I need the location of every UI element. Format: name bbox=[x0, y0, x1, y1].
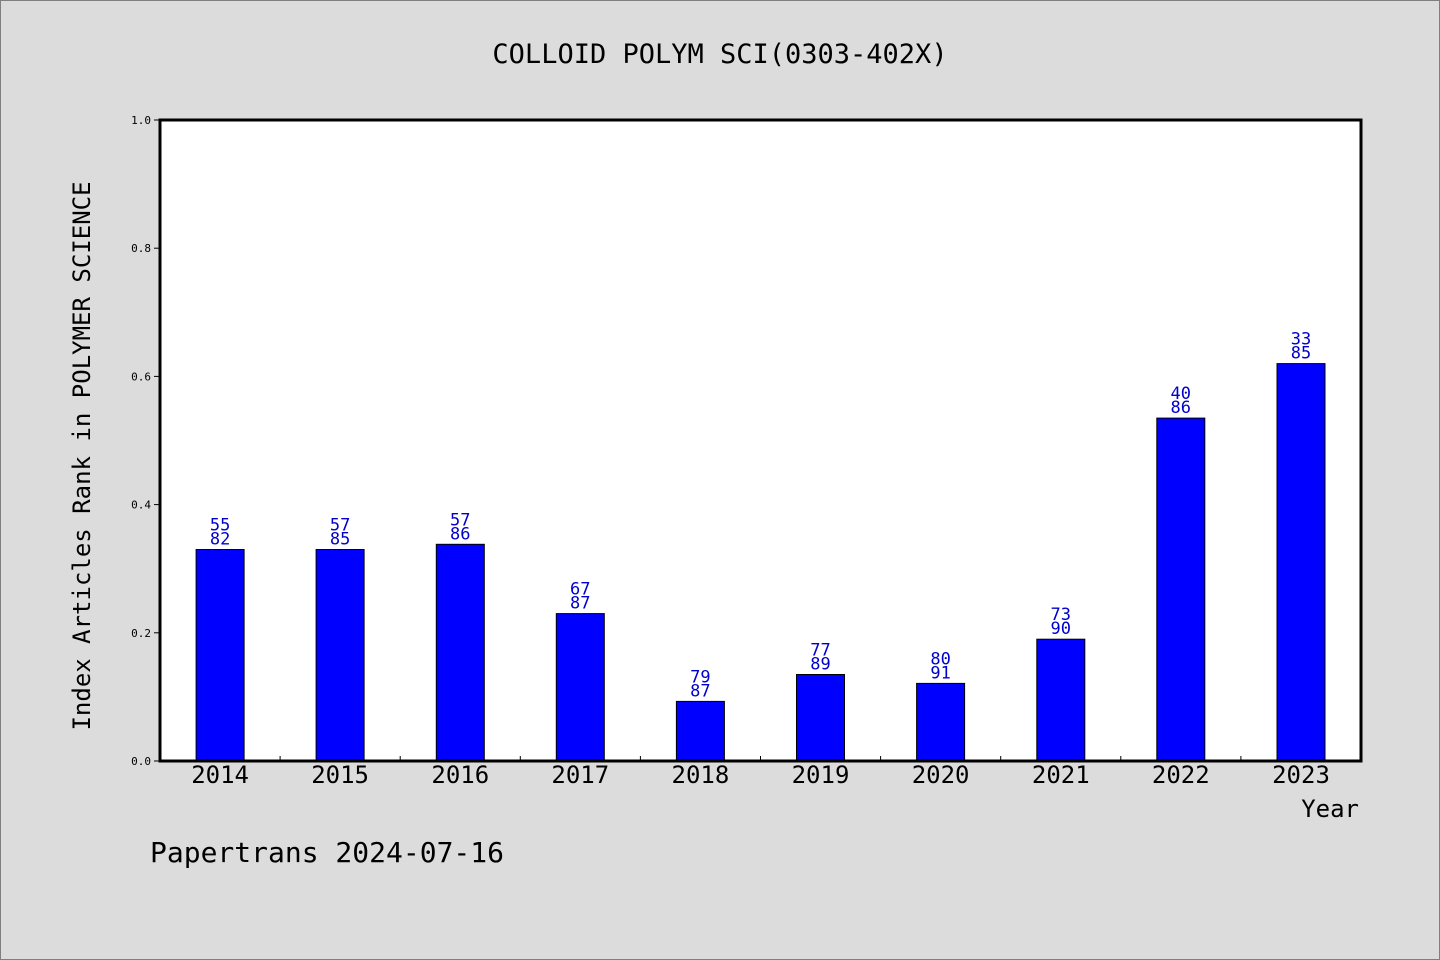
bar-label-bottom-2018: 87 bbox=[690, 681, 710, 701]
bar-label-bottom-2014: 82 bbox=[210, 530, 230, 550]
y-tick-label: 0.2 bbox=[131, 627, 151, 640]
x-tick-label-2023: 2023 bbox=[1272, 761, 1330, 789]
bar-2018 bbox=[675, 700, 725, 762]
x-tick-label-2017: 2017 bbox=[551, 761, 609, 789]
bar-label-top-2014: 55 bbox=[210, 516, 230, 536]
bar-label-top-2017: 67 bbox=[570, 580, 590, 600]
bar-label-bottom-2019: 89 bbox=[810, 655, 830, 675]
bar-label-bottom-2021: 90 bbox=[1051, 619, 1071, 639]
y-tick-label: 1.0 bbox=[131, 114, 151, 127]
bar-label-top-2019: 77 bbox=[810, 641, 830, 661]
bar-label-bottom-2022: 86 bbox=[1171, 398, 1191, 418]
x-tick-label-2022: 2022 bbox=[1152, 761, 1210, 789]
y-axis-label: Index Articles Rank in POLYMER SCIENCE bbox=[68, 181, 96, 730]
x-axis: 2014 2015 2016 2017 2018 2019 2020 2021 2022 2023 bbox=[191, 756, 1330, 789]
x-tick-label-2015: 2015 bbox=[311, 761, 369, 789]
bar-label-bottom-2017: 87 bbox=[570, 594, 590, 614]
plot-frame bbox=[158, 118, 1363, 763]
bar-label-bottom-2016: 86 bbox=[450, 524, 470, 544]
y-tick-label: 0.4 bbox=[131, 499, 151, 512]
x-tick-label-2018: 2018 bbox=[672, 761, 730, 789]
bar-label-bottom-2015: 85 bbox=[330, 530, 350, 550]
bars-layer bbox=[195, 363, 1326, 762]
bar-2019 bbox=[796, 674, 845, 762]
footer-source: Papertrans 2024-07-16 bbox=[150, 836, 504, 869]
bar-label-top-2018: 79 bbox=[690, 667, 710, 687]
bar-2021 bbox=[1036, 638, 1086, 762]
x-tick-label-2020: 2020 bbox=[912, 761, 970, 789]
bar-label-top-2023: 33 bbox=[1291, 330, 1311, 350]
y-tick-label: 0.8 bbox=[131, 242, 151, 255]
bar-label-top-2016: 57 bbox=[450, 510, 470, 530]
bar-label-bottom-2023: 85 bbox=[1291, 344, 1311, 364]
bar-2023 bbox=[1276, 363, 1326, 762]
bar-2022 bbox=[1156, 417, 1206, 762]
x-tick-label-2019: 2019 bbox=[792, 761, 850, 789]
x-tick-label-2021: 2021 bbox=[1032, 761, 1090, 789]
bar-2017 bbox=[555, 613, 605, 762]
x-tick-label-2014: 2014 bbox=[191, 761, 249, 789]
y-tick-label: 0.0 bbox=[131, 755, 151, 768]
bar-label-top-2022: 40 bbox=[1171, 384, 1191, 404]
y-tick-label: 0.6 bbox=[131, 370, 151, 383]
bar-2020 bbox=[916, 682, 966, 762]
x-axis-label: Year bbox=[1301, 795, 1359, 823]
bar-2014 bbox=[195, 549, 245, 762]
bar-label-top-2020: 80 bbox=[930, 649, 950, 669]
y-axis: 0.0 0.2 0.4 0.6 0.8 1.0 bbox=[131, 114, 160, 768]
bar-label-top-2015: 57 bbox=[330, 516, 350, 536]
bar-label-bottom-2020: 91 bbox=[930, 663, 950, 683]
x-tick-label-2016: 2016 bbox=[431, 761, 489, 789]
bar-2015 bbox=[315, 549, 365, 762]
bar-2016 bbox=[435, 543, 485, 762]
bar-label-top-2021: 73 bbox=[1051, 605, 1071, 625]
chart-title: COLLOID POLYM SCI(0303-402X) bbox=[492, 39, 947, 70]
